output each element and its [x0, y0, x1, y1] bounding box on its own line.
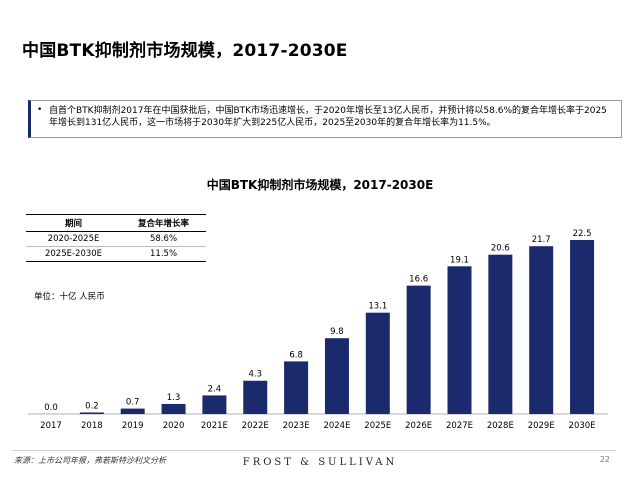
- bar-2024E: [324, 338, 349, 414]
- data-label-2025E: 13.1: [368, 302, 387, 312]
- data-label-2029E: 21.7: [532, 235, 551, 245]
- brand-logo-text: FROST & SULLIVAN: [242, 457, 398, 468]
- table-row: 2020-2025E 58.6%: [26, 231, 206, 247]
- x-tick-label-2017: 2017: [40, 421, 62, 431]
- bar-2028E: [488, 254, 513, 414]
- data-label-2022E: 4.3: [248, 370, 262, 380]
- source-note: 来源：上市公司年报，弗若斯特沙利文分析: [14, 456, 166, 465]
- data-label-2030E: 22.5: [573, 229, 592, 239]
- cagr-header-period: 期间: [26, 214, 122, 232]
- bar-2023E: [284, 361, 309, 414]
- summary-text: 自首个BTK抑制剂2017年在中国获批后，中国BTK市场迅速增长，于2020年增…: [49, 106, 607, 128]
- x-tick-label-2025E: 2025E: [364, 421, 391, 431]
- bar-2020: [161, 403, 186, 414]
- unit-label: 单位：十亿 人民币: [34, 292, 105, 302]
- x-tick-label-2029E: 2029E: [528, 421, 555, 431]
- bar-2025E: [365, 312, 390, 414]
- bar-2027E: [447, 266, 472, 414]
- cagr-period-cell: 2025E-2030E: [26, 246, 122, 262]
- x-tick-label-2026E: 2026E: [405, 421, 432, 431]
- data-label-2017: 0.0: [44, 403, 58, 413]
- bar-2030E: [570, 240, 595, 414]
- data-label-2027E: 19.1: [450, 255, 469, 265]
- x-tick-label-2018: 2018: [81, 421, 103, 431]
- data-label-2023E: 6.8: [289, 350, 303, 360]
- bar-2022E: [243, 380, 268, 414]
- page-title: 中国BTK抑制剂市场规模，2017-2030E: [22, 41, 348, 61]
- data-label-2019: 0.7: [126, 398, 140, 408]
- data-label-2021E: 2.4: [208, 384, 222, 394]
- bar-2018: [79, 412, 104, 414]
- x-tick-label-2030E: 2030E: [569, 421, 596, 431]
- data-label-2018: 0.2: [85, 401, 99, 411]
- cagr-table-header-row: 期间 复合年增长率: [26, 214, 206, 232]
- cagr-header-rate: 复合年增长率: [121, 214, 206, 232]
- cagr-rate-cell: 11.5%: [121, 246, 206, 262]
- footer-divider: [12, 450, 616, 451]
- cagr-period-cell: 2020-2025E: [26, 231, 122, 247]
- data-label-2020: 1.3: [167, 393, 181, 403]
- bar-2029E: [529, 246, 554, 414]
- x-tick-label-2028E: 2028E: [487, 421, 514, 431]
- chart-title: 中国BTK抑制剂市场规模，2017-2030E: [206, 178, 434, 192]
- table-row: 2025E-2030E 11.5%: [26, 246, 206, 262]
- summary-box: • 自首个BTK抑制剂2017年在中国获批后，中国BTK市场迅速增长，于2020…: [28, 100, 622, 138]
- cagr-rate-cell: 58.6%: [121, 231, 206, 247]
- x-tick-label-2019: 2019: [122, 421, 144, 431]
- x-tick-label-2023E: 2023E: [283, 421, 310, 431]
- page-number: 22: [599, 455, 610, 464]
- bar-2019: [120, 408, 145, 414]
- bullet-point: •: [37, 105, 43, 115]
- data-label-2024E: 9.8: [330, 327, 344, 337]
- cagr-table: 期间 复合年增长率 2020-2025E 58.6% 2025E-2030E 1…: [26, 214, 206, 262]
- bar-2026E: [406, 285, 431, 414]
- x-tick-label-2022E: 2022E: [242, 421, 269, 431]
- x-tick-label-2021E: 2021E: [201, 421, 228, 431]
- bar-2021E: [202, 395, 227, 414]
- x-tick-label-2024E: 2024E: [323, 421, 350, 431]
- data-label-2026E: 16.6: [409, 275, 428, 285]
- x-tick-label-2027E: 2027E: [446, 421, 473, 431]
- x-tick-label-2020: 2020: [163, 421, 185, 431]
- data-label-2028E: 20.6: [491, 244, 510, 254]
